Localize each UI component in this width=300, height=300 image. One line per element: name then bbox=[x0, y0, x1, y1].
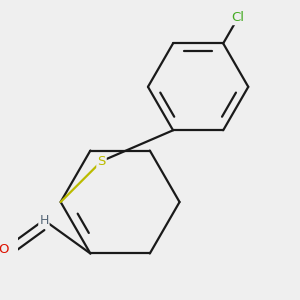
Text: S: S bbox=[97, 154, 106, 168]
Text: O: O bbox=[0, 243, 8, 256]
Text: H: H bbox=[39, 214, 49, 226]
Text: Cl: Cl bbox=[232, 11, 244, 24]
